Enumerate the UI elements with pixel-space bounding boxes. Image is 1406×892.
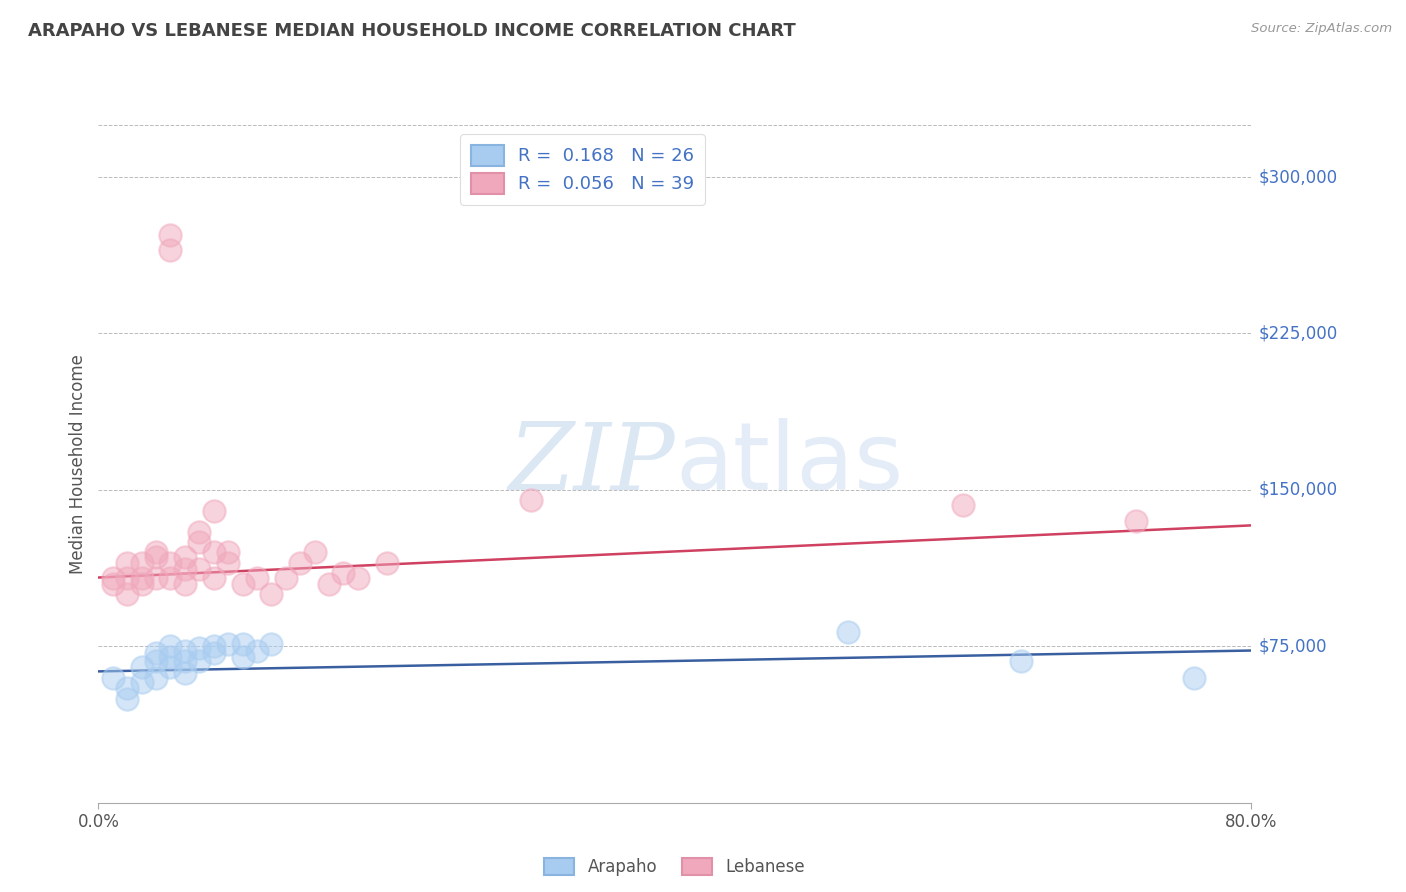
Point [246,570,269,584]
Point [131,570,153,584]
Legend: Arapaho, Lebanese: Arapaho, Lebanese [537,851,813,882]
Text: $75,000: $75,000 [1258,638,1327,656]
Point [174,576,197,591]
Point [101,671,124,685]
Point [1125,514,1147,528]
Point [217,556,239,570]
Point [159,243,181,257]
Point [231,637,254,651]
Point [117,681,138,695]
Y-axis label: Median Household Income: Median Household Income [69,354,87,574]
Point [332,566,354,581]
Point [520,493,543,508]
Point [145,654,167,668]
Point [159,556,181,570]
Point [231,649,254,664]
Point [159,228,181,243]
Point [145,545,167,559]
Point [131,576,153,591]
Point [174,562,197,576]
Point [952,498,974,512]
Point [188,535,211,549]
Point [260,587,283,601]
Text: ARAPAHO VS LEBANESE MEDIAN HOUSEHOLD INCOME CORRELATION CHART: ARAPAHO VS LEBANESE MEDIAN HOUSEHOLD INC… [28,22,796,40]
Point [159,660,181,674]
Point [202,545,225,559]
Point [117,570,138,584]
Point [318,576,340,591]
Point [145,646,167,660]
Point [174,643,197,657]
Text: atlas: atlas [675,417,903,510]
Point [117,556,138,570]
Point [346,570,368,584]
Point [174,654,197,668]
Point [117,691,138,706]
Point [246,643,269,657]
Point [375,556,398,570]
Point [260,637,283,651]
Point [131,556,153,570]
Text: Source: ZipAtlas.com: Source: ZipAtlas.com [1251,22,1392,36]
Point [101,570,124,584]
Point [837,624,859,639]
Point [159,649,181,664]
Point [101,576,124,591]
Point [131,674,153,689]
Point [174,666,197,681]
Text: ZIP: ZIP [508,419,675,508]
Point [131,660,153,674]
Point [117,587,138,601]
Point [304,545,326,559]
Point [274,570,297,584]
Point [188,641,211,656]
Point [217,637,239,651]
Point [1182,671,1205,685]
Text: $225,000: $225,000 [1258,325,1337,343]
Point [202,640,225,654]
Point [202,646,225,660]
Point [145,671,167,685]
Point [159,570,181,584]
Point [231,576,254,591]
Point [145,549,167,564]
Point [188,654,211,668]
Point [159,640,181,654]
Point [217,545,239,559]
Text: $300,000: $300,000 [1258,168,1337,186]
Point [202,570,225,584]
Point [202,504,225,518]
Point [145,570,167,584]
Point [290,556,312,570]
Point [1010,654,1032,668]
Point [188,562,211,576]
Text: $150,000: $150,000 [1258,481,1337,499]
Point [188,524,211,539]
Point [174,549,197,564]
